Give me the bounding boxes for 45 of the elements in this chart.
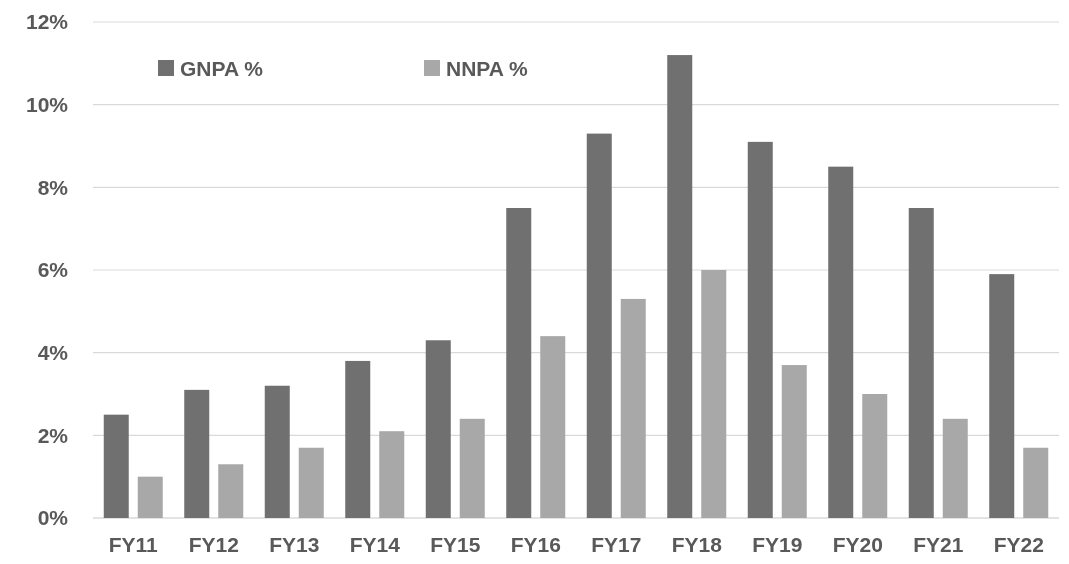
- x-tick-label: FY21: [913, 533, 964, 556]
- bar: [379, 431, 405, 518]
- bar: [908, 208, 934, 518]
- x-tick-label: FY19: [752, 533, 803, 556]
- bar: [781, 365, 807, 518]
- x-tick-label: FY18: [671, 533, 723, 556]
- bar: [459, 418, 485, 518]
- legend-label: NNPA %: [446, 57, 528, 81]
- bar: [540, 336, 566, 518]
- bar: [942, 418, 968, 518]
- y-tick-label: 4%: [37, 341, 69, 365]
- bar: [184, 389, 210, 518]
- bar: [701, 270, 727, 518]
- x-tick-label: FY12: [188, 533, 239, 556]
- bar: [586, 133, 612, 518]
- x-tick-label: FY17: [591, 533, 642, 556]
- bar: [345, 360, 371, 518]
- bar: [989, 274, 1015, 518]
- bar: [103, 414, 129, 518]
- y-tick-label: 6%: [37, 258, 69, 282]
- legend-label: GNPA %: [180, 57, 264, 81]
- y-tick-label: 12%: [25, 10, 69, 34]
- bar: [218, 464, 244, 518]
- bar: [298, 447, 324, 518]
- bar: [1023, 447, 1049, 518]
- bar: [828, 166, 854, 518]
- bar: [264, 385, 290, 518]
- x-tick-label: FY16: [510, 533, 561, 556]
- x-tick-label: FY20: [832, 533, 883, 556]
- bar: [747, 141, 773, 518]
- bar: [506, 208, 532, 518]
- y-tick-label: 10%: [25, 93, 69, 117]
- y-tick-label: 2%: [37, 423, 69, 447]
- bar: [862, 394, 888, 518]
- x-tick-label: FY13: [269, 533, 320, 556]
- x-tick-label: FY14: [349, 533, 401, 556]
- bar: [425, 340, 451, 518]
- y-tick-label: 8%: [37, 175, 69, 199]
- y-tick-label: 0%: [37, 506, 69, 530]
- x-tick-label: FY11: [108, 533, 159, 556]
- bar: [667, 55, 693, 518]
- x-tick-label: FY22: [993, 533, 1044, 556]
- x-tick-label: FY15: [430, 533, 481, 556]
- bar: [620, 298, 646, 518]
- bar: [137, 476, 163, 518]
